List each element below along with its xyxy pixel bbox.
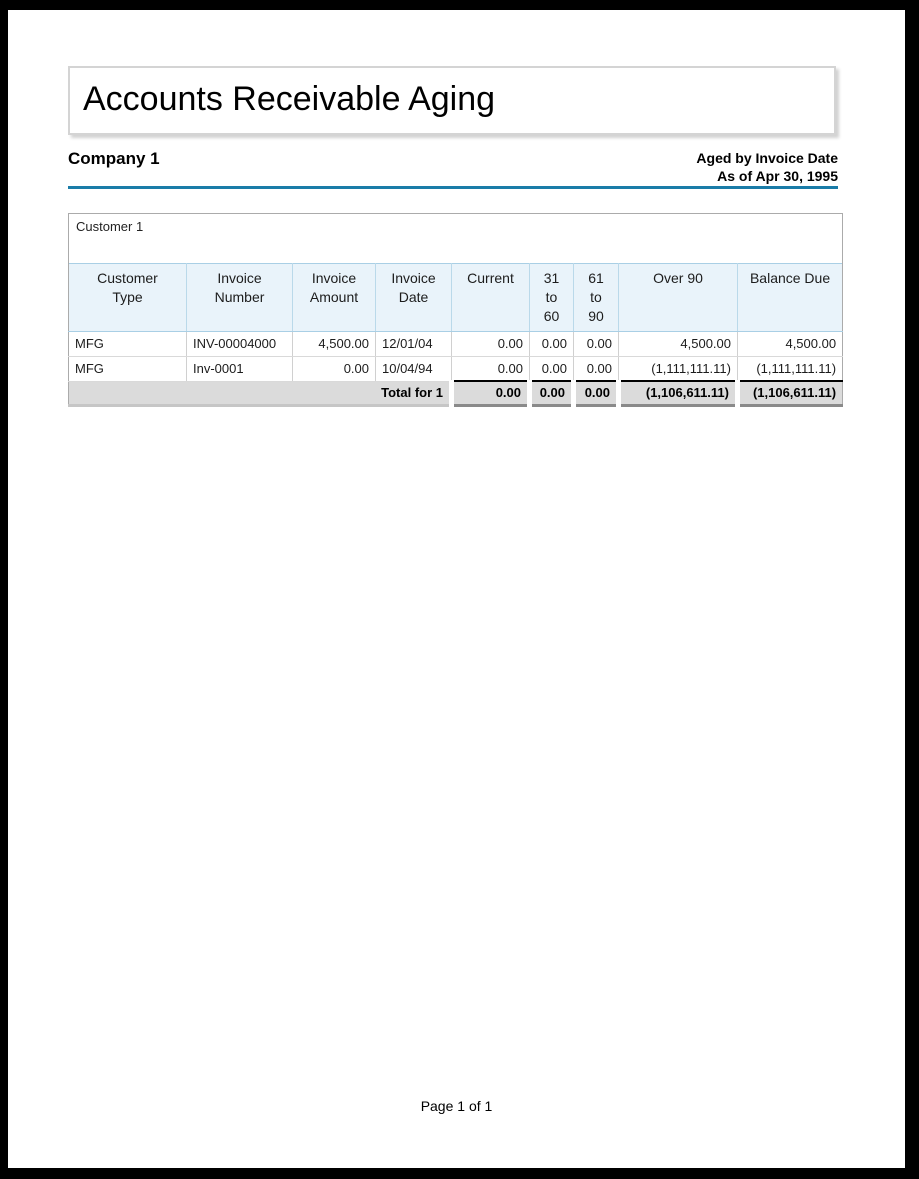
table-header-row: Customer Type Invoice Number Invoice Amo… [68, 263, 844, 332]
cell-31-to-60: 0.00 [529, 356, 574, 382]
total-label: Total for 1 [68, 381, 452, 407]
cell-invoice-date: 12/01/04 [375, 331, 452, 357]
cell-over-90: (1,111,111.11) [618, 356, 738, 382]
cell-balance-due: 4,500.00 [736, 331, 844, 357]
header-divider-rule [68, 186, 838, 189]
as-of-line: As of Apr 30, 1995 [717, 168, 838, 185]
total-31-to-60: 0.00 [527, 380, 574, 407]
cell-61-to-90: 0.00 [573, 356, 619, 382]
cell-current: 0.00 [451, 331, 530, 357]
col-header-invoice-number: Invoice Number [186, 263, 293, 332]
cell-over-90: 4,500.00 [618, 331, 738, 357]
company-name: Company 1 [68, 149, 160, 168]
page-footer: Page 1 of 1 [420, 1098, 493, 1114]
total-current: 0.00 [449, 380, 530, 407]
invoice-row: MFG Inv-0001 0.00 10/04/94 0.00 0.00 0.0… [68, 356, 844, 382]
col-header-invoice-date: Invoice Date [375, 263, 452, 332]
cell-customer-type: MFG [68, 331, 187, 357]
report-title: Accounts Receivable Aging [83, 80, 496, 118]
cell-invoice-amount: 4,500.00 [292, 331, 376, 357]
total-over-90: (1,106,611.11) [616, 380, 738, 407]
report-criteria: Aged by Invoice Date As of Apr 30, 1995 [696, 149, 838, 186]
col-header-61-to-90: 61 to 90 [573, 263, 619, 332]
report-subheader: Company 1 Aged by Invoice Date As of Apr… [68, 149, 838, 186]
report-title-box: Accounts Receivable Aging [68, 66, 836, 135]
col-header-customer-type: Customer Type [68, 263, 187, 332]
aged-by-line: Aged by Invoice Date [696, 150, 838, 166]
customer-group-label: Customer 1 [67, 213, 844, 264]
total-61-to-90: 0.00 [571, 380, 619, 407]
col-header-31-to-60: 31 to 60 [529, 263, 574, 332]
col-header-current: Current [451, 263, 530, 332]
cell-current: 0.00 [451, 356, 530, 382]
col-header-invoice-amount: Invoice Amount [292, 263, 376, 332]
cell-invoice-number: Inv-0001 [186, 356, 293, 382]
cell-balance-due: (1,111,111.11) [736, 356, 844, 382]
customer-group-row: Customer 1 [67, 213, 844, 264]
aging-table: Customer 1 Customer Type Invoice Number … [67, 213, 844, 407]
col-header-balance-due: Balance Due [736, 263, 844, 332]
cell-invoice-amount: 0.00 [292, 356, 376, 382]
total-row: Total for 1 0.00 0.00 0.00 (1,106,611.11… [68, 380, 844, 407]
invoice-row: MFG INV-00004000 4,500.00 12/01/04 0.00 … [68, 331, 844, 357]
cell-61-to-90: 0.00 [573, 331, 619, 357]
cell-customer-type: MFG [68, 356, 187, 382]
cell-invoice-date: 10/04/94 [375, 356, 452, 382]
total-balance-due: (1,106,611.11) [734, 380, 844, 407]
cell-31-to-60: 0.00 [529, 331, 574, 357]
cell-invoice-number: INV-00004000 [186, 331, 293, 357]
col-header-over-90: Over 90 [618, 263, 738, 332]
